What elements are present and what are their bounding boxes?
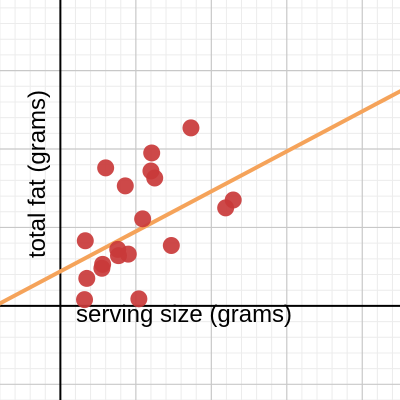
data-point (76, 232, 94, 250)
data-point (94, 255, 112, 273)
trend-line (0, 89, 400, 306)
data-point (130, 290, 148, 308)
x-axis-label: serving size (grams) (76, 301, 292, 328)
data-point (116, 177, 134, 195)
data-point (146, 169, 164, 187)
data-point (78, 269, 96, 287)
data-point (224, 191, 242, 209)
data-point (143, 144, 161, 162)
data-point (76, 291, 94, 309)
data-point (97, 159, 115, 177)
data-point (134, 210, 152, 228)
data-points (76, 119, 242, 309)
data-point (119, 245, 137, 263)
y-axis-label: total fat (grams) (24, 90, 51, 258)
data-point (182, 119, 200, 137)
data-point (162, 236, 180, 254)
